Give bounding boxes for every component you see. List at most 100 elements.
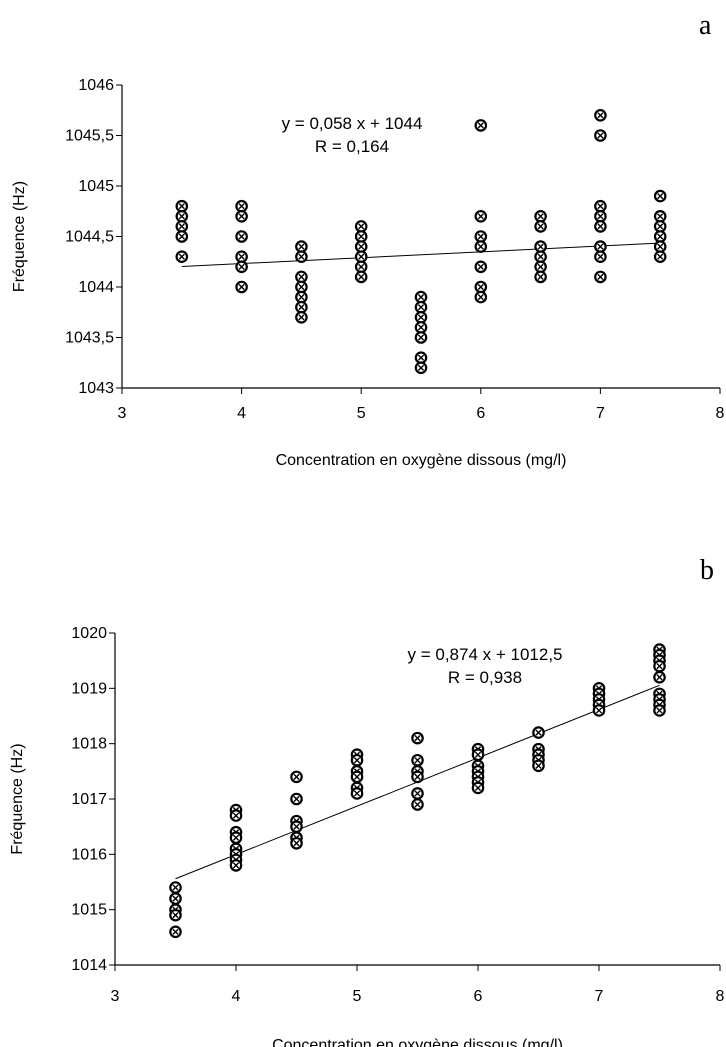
data-point	[411, 770, 424, 784]
data-point-cross	[537, 263, 544, 270]
data-point	[295, 250, 308, 264]
data-point	[169, 908, 182, 922]
data-point-cross	[657, 243, 664, 250]
y-tick-label: 1018	[71, 736, 107, 753]
trendline	[181, 242, 661, 267]
data-point	[175, 230, 189, 243]
data-point	[653, 210, 667, 223]
data-point	[653, 230, 667, 243]
y-tick-label: 1044,5	[65, 229, 114, 246]
data-point-cross	[358, 223, 365, 230]
data-point-cross	[358, 243, 365, 250]
data-point	[295, 290, 308, 304]
data-point	[474, 230, 488, 243]
data-point	[653, 220, 667, 233]
data-point-cross	[474, 751, 482, 758]
data-point-cross	[238, 213, 245, 220]
y-tick-label: 1020	[71, 625, 107, 642]
x-tick-label: 5	[353, 988, 362, 1005]
data-point-cross	[537, 253, 544, 260]
scatter-chart-b: 1014 1015 1016 1017 1018 1019 1020 3 4 5 6 7 8 Concen…	[9, 625, 725, 1047]
data-point	[295, 280, 308, 294]
data-point-cross	[477, 233, 484, 240]
data-point	[474, 290, 488, 304]
x-axis-title: Concentration en oxygène dissous (mg/l)	[276, 452, 567, 469]
data-point	[594, 270, 607, 284]
data-point	[235, 210, 248, 223]
data-point-cross	[597, 243, 604, 250]
y-axis-title: Fréquence (Hz)	[11, 181, 28, 292]
data-point	[175, 210, 189, 223]
data-point	[235, 250, 248, 264]
scatter-chart-a: 1043 1043,5 1044 1044,5 1045 1045,5 1046 3 4 5 6 7 8…	[11, 77, 725, 469]
data-point	[534, 220, 547, 233]
data-point-cross	[597, 203, 604, 210]
data-point	[411, 753, 424, 767]
x-tick-label: 5	[357, 405, 366, 422]
y-tick-label: 1017	[71, 791, 107, 808]
data-point	[169, 892, 182, 905]
data-point	[474, 240, 488, 253]
data-point-cross	[417, 334, 425, 341]
data-point	[534, 240, 547, 253]
data-point-cross	[477, 213, 484, 220]
data-point	[175, 199, 189, 213]
data-point-cross	[298, 294, 305, 301]
data-point-cross	[358, 233, 365, 240]
data-point-cross	[298, 304, 305, 311]
panel-label-a: a	[699, 10, 712, 41]
correlation-coefficient: R = 0,164	[315, 137, 389, 156]
data-point-cross	[172, 895, 179, 902]
data-point	[471, 781, 485, 795]
y-tick-label: 1014	[71, 957, 107, 974]
data-point	[414, 361, 428, 375]
data-point-cross	[477, 283, 484, 291]
data-point-cross	[358, 263, 365, 270]
data-point-cross	[414, 801, 421, 808]
data-point	[474, 119, 488, 132]
y-tick-label: 1043,5	[65, 330, 114, 347]
data-point	[653, 250, 667, 264]
data-point	[414, 321, 428, 334]
data-point-cross	[597, 213, 604, 220]
data-point	[414, 351, 428, 364]
data-point	[235, 199, 248, 213]
data-point-cross	[238, 233, 245, 240]
data-point-cross	[353, 773, 361, 780]
data-point-cross	[597, 132, 604, 139]
data-point	[594, 250, 607, 264]
data-point-cross	[537, 243, 544, 250]
data-point-cross	[293, 823, 300, 830]
data-point-cross	[417, 294, 425, 301]
data-point-cross	[178, 203, 185, 210]
data-point	[594, 129, 607, 142]
data-point-cross	[477, 122, 484, 129]
y-tick-label: 1015	[71, 902, 107, 919]
data-point	[354, 220, 368, 233]
data-point-cross	[417, 354, 425, 361]
data-point-cross	[537, 223, 544, 230]
data-point	[290, 836, 303, 850]
data-point-cross	[477, 294, 484, 301]
x-tick-label: 6	[476, 405, 485, 422]
data-point	[594, 240, 607, 253]
data-point-cross	[353, 757, 361, 764]
data-point	[653, 240, 667, 253]
x-tick-label: 7	[596, 405, 605, 422]
data-point	[414, 331, 428, 344]
data-point-cross	[298, 273, 305, 280]
data-point	[295, 240, 308, 253]
data-point	[290, 792, 303, 806]
data-point	[295, 310, 308, 324]
data-point-cross	[597, 112, 604, 119]
x-tick-label: 4	[237, 405, 246, 422]
data-point-cross	[535, 729, 542, 736]
data-point-cross	[657, 213, 664, 220]
data-point-cross	[238, 203, 245, 210]
data-point	[594, 199, 607, 213]
data-point-cross	[597, 253, 604, 260]
data-point-cross	[178, 223, 185, 230]
data-point-cross	[657, 223, 664, 230]
y-tick-label: 1045	[78, 178, 114, 195]
data-point-cross	[298, 253, 305, 260]
